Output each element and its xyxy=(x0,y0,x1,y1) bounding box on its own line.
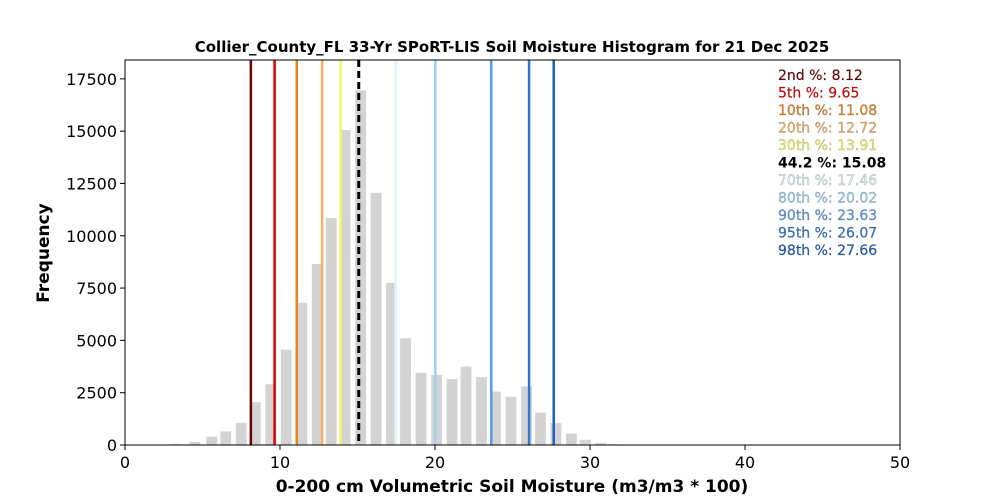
histogram-bar xyxy=(446,379,458,445)
histogram-bar xyxy=(265,384,277,445)
legend-entry: 2nd %: 8.12 xyxy=(778,68,863,84)
histogram-bar xyxy=(280,349,292,445)
legend-entry: 30th %: 13.91 xyxy=(778,138,877,154)
histogram-bar xyxy=(189,441,201,445)
legend-entry: 70th %: 17.46 xyxy=(778,173,877,189)
x-axis-label: 0-200 cm Volumetric Soil Moisture (m3/m3… xyxy=(276,477,749,497)
histogram-bar xyxy=(235,423,247,445)
histogram-bar xyxy=(386,282,398,445)
histogram-bar xyxy=(339,130,351,446)
chart-title: Collier_County_FL 33-Yr SPoRT-LIS Soil M… xyxy=(195,38,830,56)
y-tick-label: 17500 xyxy=(66,70,117,89)
histogram-bar xyxy=(296,302,308,445)
y-tick-label: 5000 xyxy=(76,331,117,350)
y-tick-label: 7500 xyxy=(76,279,117,298)
histogram-bar xyxy=(565,433,577,445)
y-axis-label: Frequency xyxy=(34,203,54,303)
histogram-bar xyxy=(325,217,337,445)
legend-entry: 80th %: 20.02 xyxy=(778,191,877,207)
x-tick-label: 40 xyxy=(735,453,755,472)
histogram-bar xyxy=(490,391,501,445)
bars-layer xyxy=(170,90,621,446)
y-tick-label: 15000 xyxy=(66,122,117,141)
x-tick-label: 30 xyxy=(580,453,600,472)
percentile-lines-layer xyxy=(249,60,555,445)
y-tick-label: 12500 xyxy=(66,174,117,193)
histogram-bar xyxy=(370,192,382,445)
histogram-bar xyxy=(415,372,427,445)
histogram-bar xyxy=(579,439,591,445)
legend-entry: 90th %: 23.63 xyxy=(778,208,877,224)
legend-entry: 20th %: 12.72 xyxy=(778,121,877,137)
y-axis-ticks: 0 2500 5000 7500 10000 12500 15000 17500 xyxy=(66,70,125,455)
histogram-bar xyxy=(550,423,562,445)
y-tick-label: 10000 xyxy=(66,227,117,246)
histogram-bar xyxy=(521,386,532,445)
histogram-bar xyxy=(595,442,607,445)
x-tick-label: 10 xyxy=(270,453,290,472)
histogram-bar xyxy=(311,264,323,445)
legend-entry: 98th %: 27.66 xyxy=(778,243,877,259)
plot-frame xyxy=(124,59,901,446)
y-tick-label: 0 xyxy=(107,436,117,455)
legend-entry: 44.2 %: 15.08 xyxy=(778,156,886,172)
histogram-bar xyxy=(476,376,487,445)
x-tick-label: 20 xyxy=(425,453,445,472)
x-tick-label: 50 xyxy=(890,453,910,472)
x-axis-ticks: 0 10 20 30 40 50 xyxy=(120,445,910,472)
histogram-bar xyxy=(220,431,232,445)
histogram-bar xyxy=(460,366,472,445)
histogram-bar xyxy=(206,436,218,445)
histogram-bar xyxy=(400,338,411,445)
histogram-bar xyxy=(249,402,261,445)
legend-entry: 95th %: 26.07 xyxy=(778,226,877,242)
histogram-bar xyxy=(355,90,367,446)
x-tick-label: 0 xyxy=(120,453,130,472)
y-tick-label: 2500 xyxy=(76,384,117,403)
legend-entry: 10th %: 11.08 xyxy=(778,103,877,119)
legend-entry: 5th %: 9.65 xyxy=(778,86,859,102)
histogram-bar xyxy=(534,412,546,445)
histogram-bar xyxy=(505,396,517,445)
